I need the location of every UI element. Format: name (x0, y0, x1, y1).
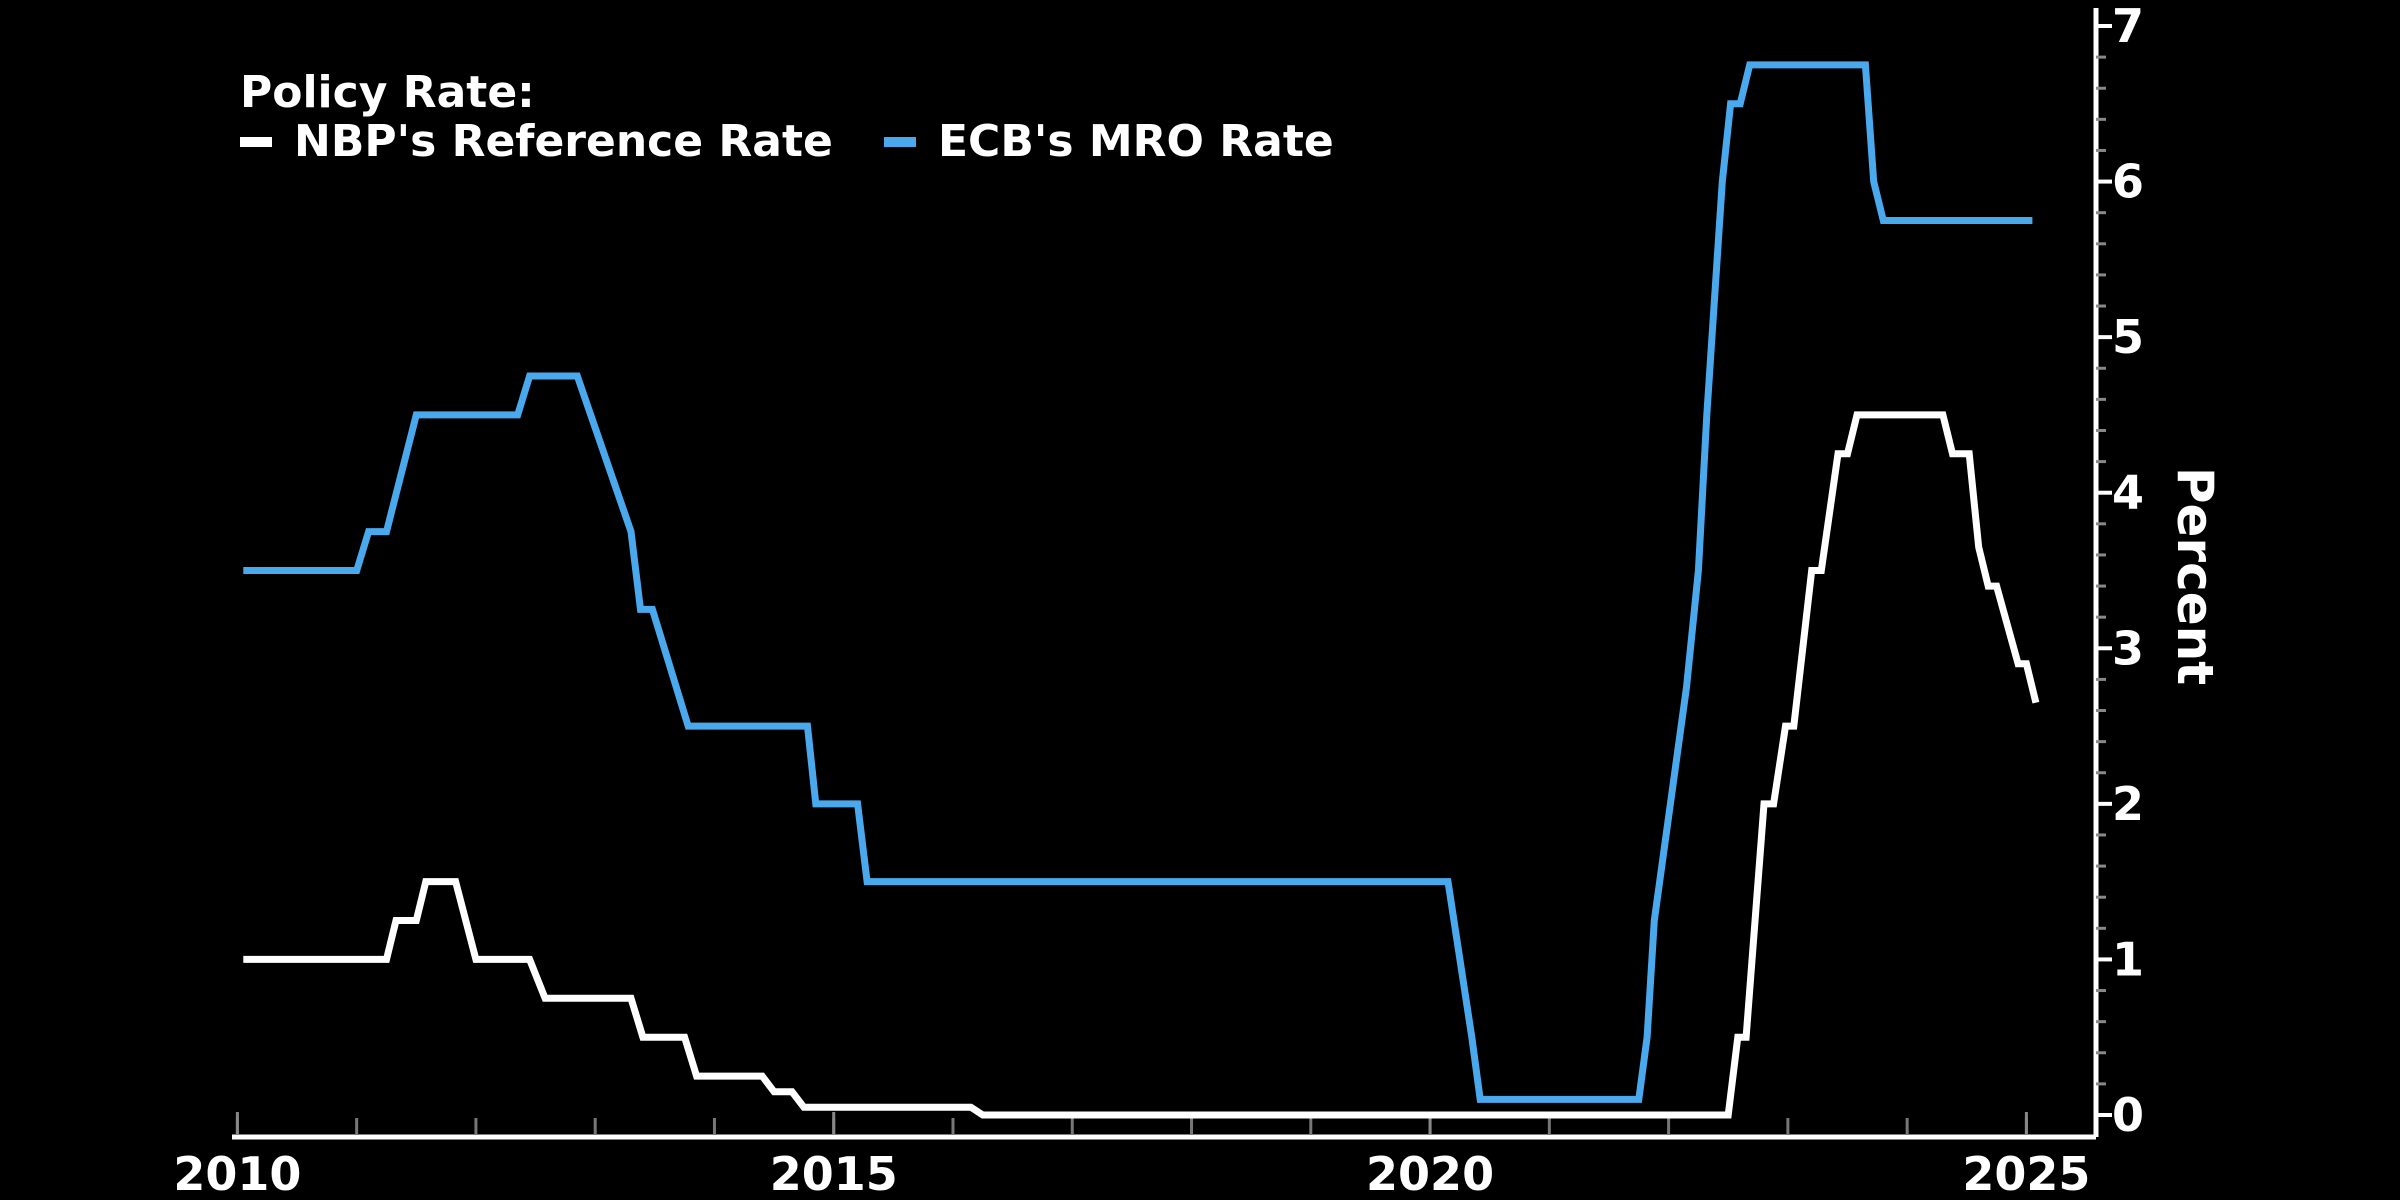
series-lines (243, 61, 2040, 1119)
y-tick-label: 0 (2112, 1088, 2144, 1142)
series-line-ecb-mro-rate (243, 61, 2033, 1103)
y-tick-label: 1 (2112, 932, 2144, 986)
legend-swatch (884, 137, 916, 147)
y-tick-label: 7 (2112, 0, 2144, 53)
legend: Policy Rate: NBP's Reference Rate ECB's M… (240, 67, 1334, 167)
x-tick-label: 2025 (1962, 1147, 2090, 1200)
y-axis-title: Percent (2166, 467, 2224, 685)
legend-label: NBP's Reference Rate (294, 116, 833, 167)
y-tick-label: 2 (2112, 777, 2144, 831)
x-tick-label: 2020 (1366, 1147, 1494, 1200)
y-tick-label: 4 (2112, 466, 2144, 520)
legend-heading: Policy Rate: (240, 67, 535, 118)
legend-label: ECB's MRO Rate (938, 116, 1334, 167)
x-tick-label: 2015 (770, 1147, 898, 1200)
series-line-nbp-reference-rate (243, 411, 2040, 1119)
y-tick-label: 5 (2112, 310, 2144, 364)
legend-swatch (240, 137, 272, 147)
y-tick-label: 3 (2112, 621, 2144, 675)
axes: 2010 2015 2020 2025 0 1 2 3 4 5 6 7 Percent (173, 0, 2224, 1200)
x-tick-label: 2010 (173, 1147, 301, 1200)
y-tick-label: 6 (2112, 155, 2144, 209)
